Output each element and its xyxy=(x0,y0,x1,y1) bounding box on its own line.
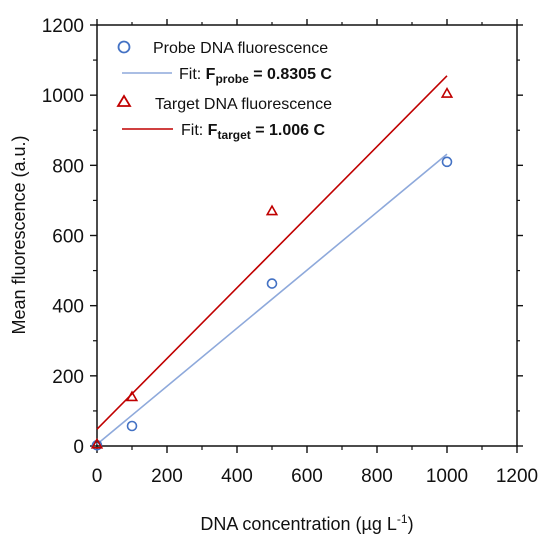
target-fit-line xyxy=(96,75,448,430)
target-data-point xyxy=(125,390,139,402)
legend-target-fit-label: Fit: Ftarget = 1.006 C xyxy=(181,122,326,142)
x-axis-ticks: 0 200 400 600 800 1000 1200 xyxy=(92,19,538,487)
x-tick-label: 400 xyxy=(221,466,253,487)
y-tick-label: 0 xyxy=(73,437,84,458)
y-tick-label: 400 xyxy=(52,297,84,318)
legend-probe-fit-label: Fit: Fprobe = 0.8305 C xyxy=(179,66,332,86)
y-tick-label: 800 xyxy=(52,156,84,177)
probe-data-point xyxy=(126,420,138,432)
target-data-point xyxy=(90,437,104,449)
target-data-point xyxy=(440,87,454,98)
legend-target-marker xyxy=(116,94,132,107)
x-tick-label: 1000 xyxy=(426,466,468,487)
data-markers xyxy=(90,87,454,451)
target-data-point xyxy=(265,204,279,216)
y-axis-ticks: 0 200 400 600 800 1000 1200 xyxy=(42,16,523,458)
y-axis-title: Mean fluorescence (a.u.) xyxy=(9,135,29,334)
probe-fit-line xyxy=(96,153,448,445)
fit-lines xyxy=(96,75,448,445)
y-tick-label: 1200 xyxy=(42,16,84,37)
y-tick-label: 600 xyxy=(52,227,84,248)
legend-probe-marker xyxy=(117,40,131,54)
x-axis-title: DNA concentration (µg L-1) xyxy=(200,512,413,534)
x-tick-label: 0 xyxy=(92,466,103,487)
plot-frame xyxy=(96,24,518,447)
legend-target-label: Target DNA fluorescence xyxy=(155,96,332,113)
y-tick-label: 1000 xyxy=(42,86,84,107)
y-tick-label: 200 xyxy=(52,367,84,388)
x-tick-label: 800 xyxy=(361,466,393,487)
legend: Probe DNA fluorescence Fit: Fprobe = 0.8… xyxy=(116,40,332,142)
x-tick-label: 200 xyxy=(151,466,183,487)
legend-probe-label: Probe DNA fluorescence xyxy=(153,40,328,57)
probe-data-point xyxy=(266,278,278,289)
x-tick-label: 1200 xyxy=(496,466,538,487)
probe-data-point xyxy=(441,156,453,168)
x-tick-label: 600 xyxy=(291,466,323,487)
